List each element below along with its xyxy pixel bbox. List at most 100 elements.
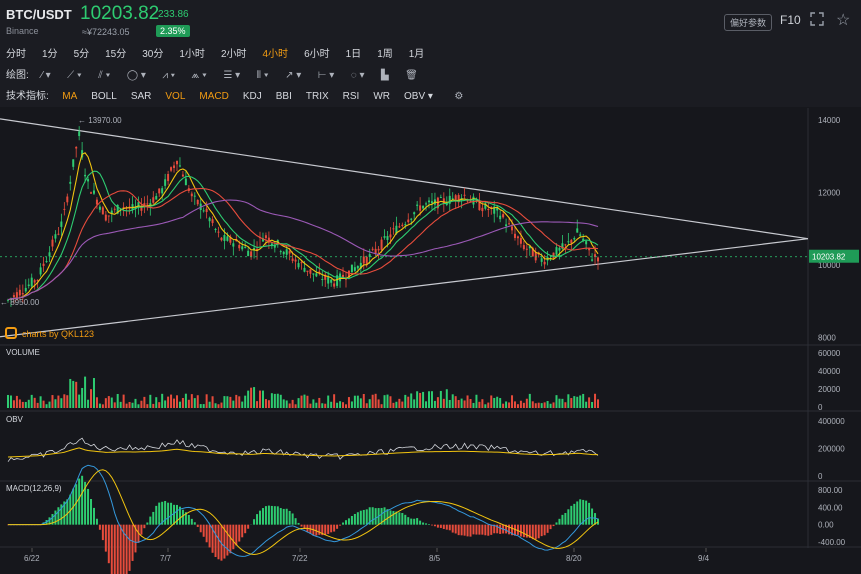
macd-histogram-bar [241, 524, 244, 538]
timeframe-2[interactable]: 5分 [73, 49, 90, 60]
timeframe-4[interactable]: 30分 [142, 49, 164, 60]
indicator-7[interactable]: TRIX [305, 91, 329, 102]
macd-histogram-bar [199, 524, 202, 533]
volume-bar [513, 401, 516, 408]
symbol-label[interactable]: BTC/USDT [6, 7, 72, 22]
arrow-tool-icon[interactable]: ↗ ▾ [285, 70, 302, 81]
volume-bar [303, 394, 306, 408]
candle-body [336, 275, 339, 286]
macd-histogram-bar [81, 475, 84, 525]
macd-histogram-bar [69, 494, 72, 525]
timeframe-8[interactable]: 6小时 [304, 49, 330, 60]
macd-histogram-bar [508, 524, 511, 535]
indicator-5[interactable]: KDJ [242, 91, 262, 102]
ray-tool-icon[interactable]: ⟋ ▾ [67, 70, 82, 81]
indicator-1[interactable]: BOLL [91, 91, 117, 102]
timeframe-1[interactable]: 1分 [42, 49, 58, 60]
timeframe-6[interactable]: 2小时 [220, 49, 247, 60]
indicator-0[interactable]: MA [62, 91, 78, 102]
candle-body [36, 279, 39, 281]
candle-body [309, 269, 312, 274]
candle-body [12, 295, 15, 298]
channel-tool-icon[interactable]: ⫽ ▾ [98, 70, 111, 81]
candle-body [327, 276, 330, 284]
indicator-8[interactable]: RSI [342, 91, 360, 102]
timeframe-0[interactable]: 分时 [6, 49, 26, 60]
candle-body [122, 207, 125, 209]
candle-body [487, 208, 490, 211]
trash-icon[interactable]: 🗑 [405, 70, 418, 81]
candle-body [362, 256, 365, 264]
candle-body [472, 196, 475, 205]
volume-bar [327, 395, 330, 408]
candle-body [190, 193, 193, 197]
timeframe-9[interactable]: 1日 [345, 49, 362, 60]
volume-bar [95, 397, 98, 408]
macd-histogram-bar [276, 506, 279, 525]
volume-bar [202, 404, 205, 408]
indicator-10[interactable]: OBV ▾ [404, 91, 433, 102]
pattern-tool-icon[interactable]: ⩕ ▾ [191, 70, 207, 81]
chart-area[interactable]: 14000 12000 10000 8000 10203.82 ← 13970.00 ← 8… [0, 108, 861, 574]
volume-bar [226, 396, 229, 408]
indicator-9[interactable]: WR [373, 91, 390, 102]
volume-bar [250, 387, 253, 408]
macd-histogram-bar [475, 524, 478, 535]
line-tool-icon[interactable]: ⁄ ▾ [41, 70, 51, 81]
volume-bar [137, 404, 140, 408]
f10-button[interactable]: F10 [780, 13, 801, 27]
macd-histogram-bar [146, 522, 149, 525]
macd-tick-label: 800.00 [818, 486, 843, 495]
indicator-3[interactable]: VOL [165, 91, 186, 102]
volume-bar [125, 403, 128, 408]
bars-tool-icon[interactable]: ⦀ ▾ [256, 70, 269, 81]
volume-bar [306, 395, 309, 408]
candle-body [92, 190, 95, 194]
volume-bar [167, 396, 170, 408]
timeframe-3[interactable]: 15分 [105, 49, 127, 60]
macd-histogram-bar [481, 524, 484, 535]
indicator-6[interactable]: BBI [275, 91, 292, 102]
macd-histogram-bar [460, 524, 463, 536]
fullscreen-icon[interactable] [810, 12, 824, 26]
macd-histogram-bar [131, 524, 134, 561]
preference-button[interactable]: 偏好参数 [724, 14, 773, 31]
volume-bar [273, 393, 276, 408]
candle-body [226, 236, 229, 241]
shape-tool-icon[interactable]: ◯ ▾ [126, 70, 146, 81]
range-tool-icon[interactable]: ⊢ ▾ [317, 70, 335, 81]
indicator-2[interactable]: SAR [130, 91, 152, 102]
candle-body [380, 239, 383, 250]
indicator-4[interactable]: MACD [199, 91, 229, 102]
candle-body [143, 203, 146, 206]
volume-bar [63, 394, 66, 408]
gann-tool-icon[interactable]: ☰ ▾ [223, 70, 241, 81]
candle-body [155, 195, 158, 200]
timeframe-10[interactable]: 1周 [377, 49, 393, 60]
macd-histogram-bar [164, 500, 167, 525]
note-tool-icon[interactable]: ◌ ▾ [350, 70, 365, 81]
candle-body [567, 241, 570, 243]
macd-histogram-bar [140, 524, 143, 535]
candle-body [84, 174, 87, 177]
timeframe-5[interactable]: 1小时 [179, 49, 205, 60]
candle-body [350, 264, 353, 273]
macd-histogram-bar [297, 522, 300, 525]
gear-icon[interactable]: ⚙ [454, 91, 464, 102]
volume-bar [324, 403, 327, 408]
candle-body [300, 262, 303, 264]
x-axis-label: 8/5 [429, 554, 441, 563]
volume-bar [591, 401, 594, 408]
macd-histogram-bar [362, 509, 365, 525]
timeframe-11[interactable]: 1月 [408, 49, 425, 60]
volume-bar [51, 395, 54, 408]
macd-histogram-bar [303, 524, 306, 530]
fib-tool-icon[interactable]: ⩘ ▾ [162, 70, 175, 81]
chart-type-icon[interactable]: ▙ [380, 70, 389, 81]
timeframe-7[interactable]: 4小时 [262, 49, 289, 60]
star-icon[interactable]: ☆ [836, 12, 851, 29]
candle-body [288, 251, 291, 254]
macd-histogram-bar [202, 524, 205, 537]
macd-histogram-bar [324, 524, 327, 536]
macd-histogram-bar [294, 518, 297, 525]
